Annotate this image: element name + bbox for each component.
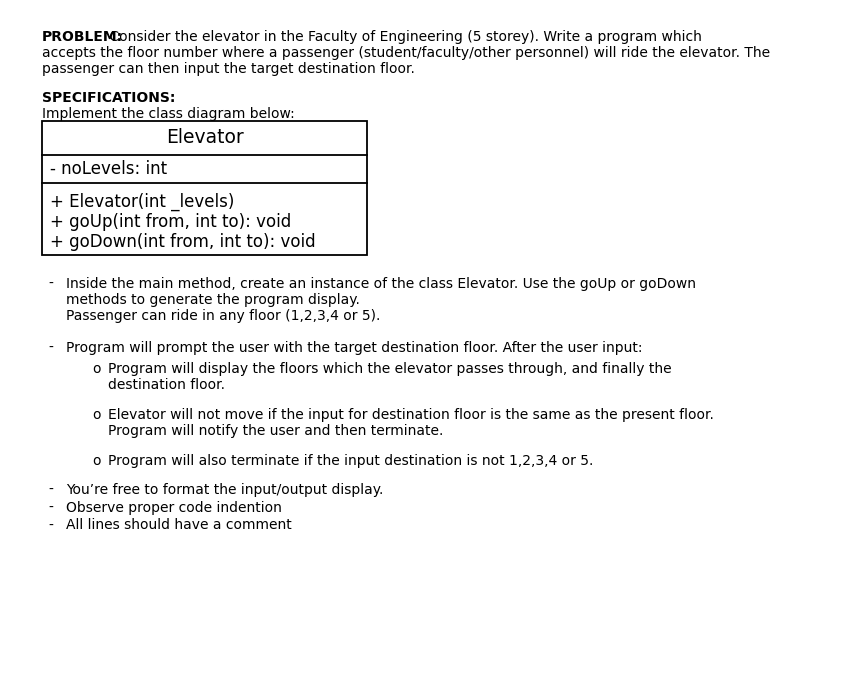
Bar [42, 121, 367, 255]
Text: You’re free to format the input/output display.: You’re free to format the input/output d… [66, 483, 383, 497]
Text: + goUp(int from, int to): void: + goUp(int from, int to): void [50, 213, 291, 231]
Text: + Elevator(int _levels): + Elevator(int _levels) [50, 193, 234, 211]
Text: o: o [92, 408, 100, 422]
Text: -: - [48, 341, 53, 355]
Text: PROBLEM:: PROBLEM: [42, 30, 123, 44]
Text: -: - [48, 518, 53, 532]
Text: Passenger can ride in any floor (1,2,3,4 or 5).: Passenger can ride in any floor (1,2,3,4… [66, 309, 381, 323]
Text: -: - [48, 483, 53, 497]
Text: o: o [92, 362, 100, 375]
Text: Consider the elevator in the Faculty of Engineering (5 storey). Write a program : Consider the elevator in the Faculty of … [105, 30, 702, 44]
Text: Elevator: Elevator [166, 129, 243, 148]
Text: methods to generate the program display.: methods to generate the program display. [66, 293, 360, 307]
Text: Inside the main method, create an instance of the class Elevator. Use the goUp o: Inside the main method, create an instan… [66, 277, 696, 291]
Text: SPECIFICATIONS:: SPECIFICATIONS: [42, 91, 175, 105]
Text: Program will prompt the user with the target destination floor. After the user i: Program will prompt the user with the ta… [66, 341, 642, 355]
Text: -: - [48, 500, 53, 515]
Text: o: o [92, 454, 100, 469]
Text: Program will notify the user and then terminate.: Program will notify the user and then te… [108, 424, 444, 438]
Text: Observe proper code indention: Observe proper code indention [66, 500, 282, 515]
Text: Implement the class diagram below:: Implement the class diagram below: [42, 107, 295, 121]
Text: destination floor.: destination floor. [108, 377, 225, 392]
Text: + goDown(int from, int to): void: + goDown(int from, int to): void [50, 233, 316, 251]
Text: - noLevels: int: - noLevels: int [50, 160, 167, 177]
Text: Program will display the floors which the elevator passes through, and finally t: Program will display the floors which th… [108, 362, 672, 375]
Text: -: - [48, 277, 53, 291]
Text: Program will also terminate if the input destination is not 1,2,3,4 or 5.: Program will also terminate if the input… [108, 454, 594, 469]
Text: Elevator will not move if the input for destination floor is the same as the pre: Elevator will not move if the input for … [108, 408, 714, 422]
Text: accepts the floor number where a passenger (student/faculty/other personnel) wil: accepts the floor number where a passeng… [42, 46, 770, 60]
Text: All lines should have a comment: All lines should have a comment [66, 518, 291, 532]
Text: passenger can then input the target destination floor.: passenger can then input the target dest… [42, 62, 415, 76]
